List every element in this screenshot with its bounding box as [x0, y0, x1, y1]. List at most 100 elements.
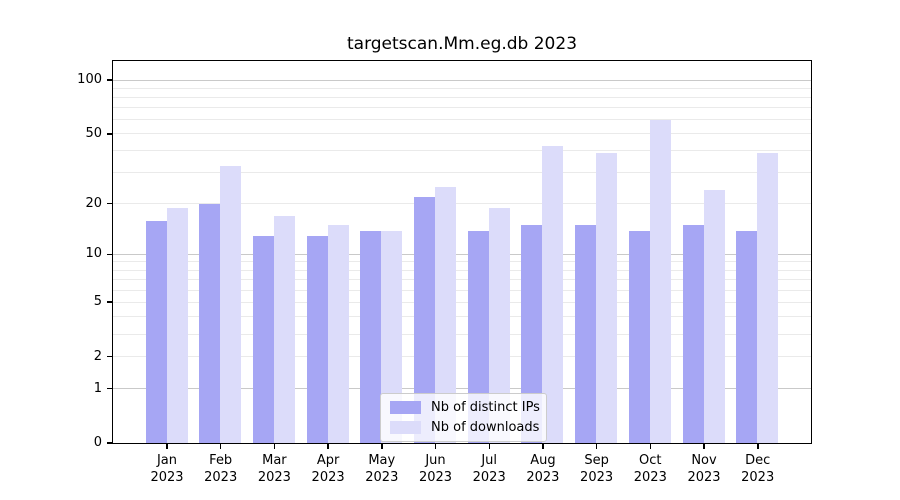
- x-axis-label-month: Feb: [209, 453, 233, 468]
- bar-nb-of-distinct-ips-apr: [306, 235, 328, 443]
- x-axis-label-jun: Jun 2023: [409, 452, 463, 486]
- bar-nb-of-distinct-ips-jan: [145, 220, 167, 443]
- x-axis-label-year: 2023: [418, 470, 453, 485]
- plot-area: [112, 60, 812, 444]
- y-axis-tick-label: 2: [93, 348, 102, 364]
- gridline: [113, 253, 811, 255]
- y-axis-tick-label: 50: [85, 125, 102, 141]
- x-axis-label-sep: Sep 2023: [570, 452, 624, 486]
- x-axis-label-year: 2023: [204, 470, 238, 485]
- gridline: [113, 388, 811, 389]
- bar-nb-of-distinct-ips-jul: [467, 230, 489, 443]
- bar-nb-of-distinct-ips-oct: [628, 230, 650, 443]
- bar-nb-of-distinct-ips-feb: [199, 204, 221, 443]
- x-axis-label-year: 2023: [633, 470, 667, 485]
- gridline: [113, 301, 811, 303]
- y-axis-tick-label: 5: [93, 294, 102, 310]
- gridline: [113, 269, 811, 271]
- x-axis-label-year: 2023: [472, 470, 506, 485]
- x-axis-label-jan: Jan 2023: [140, 452, 194, 486]
- x-axis-label-month: Mar: [262, 453, 287, 468]
- x-axis-label-feb: Feb 2023: [194, 452, 248, 486]
- bar-nb-of-downloads-apr: [327, 225, 349, 443]
- x-axis-label-year: 2023: [311, 470, 345, 485]
- bar-nb-of-downloads-oct: [649, 120, 671, 443]
- y-axis-tick-label: 0: [93, 435, 102, 450]
- bar-nb-of-distinct-ips-nov: [682, 225, 704, 443]
- y-axis-tick: [106, 301, 112, 303]
- x-axis-tick: [273, 444, 276, 449]
- bar-nb-of-downloads-may: [381, 230, 403, 443]
- y-axis-tick-label: 10: [85, 246, 102, 262]
- bar-nb-of-downloads-dec: [757, 153, 779, 443]
- x-axis-label-dec: Dec 2023: [731, 452, 785, 486]
- x-axis-label-mar: Mar 2023: [247, 452, 301, 486]
- x-axis-label-year: 2023: [257, 470, 291, 485]
- gridline: [113, 79, 811, 81]
- legend-swatch-distinct-ips: [390, 401, 421, 414]
- x-axis-label-month: Dec: [745, 453, 771, 468]
- x-axis-label-apr: Apr 2023: [301, 452, 355, 486]
- bar-nb-of-distinct-ips-jun: [414, 196, 435, 443]
- x-axis-label-year: 2023: [365, 470, 399, 485]
- y-axis-tick-label: 20: [85, 195, 102, 211]
- gridline: [113, 96, 811, 98]
- x-axis-label-month: Oct: [639, 453, 662, 468]
- bar-nb-of-distinct-ips-dec: [736, 230, 758, 443]
- x-axis-label-year: 2023: [687, 470, 721, 485]
- bar-nb-of-distinct-ips-sep: [575, 225, 597, 443]
- y-axis-tick: [106, 387, 112, 390]
- x-axis-tick: [166, 444, 168, 449]
- gridline: [113, 119, 811, 121]
- gridline: [113, 107, 811, 109]
- x-axis-tick: [649, 444, 651, 449]
- legend-label-distinct-ips: Nb of distinct IPs: [431, 400, 540, 415]
- x-axis-tick: [381, 444, 383, 449]
- x-axis-tick: [542, 444, 544, 449]
- gridline: [113, 150, 811, 152]
- bar-nb-of-distinct-ips-may: [360, 230, 382, 443]
- gridline: [113, 172, 811, 174]
- x-axis-label-month: Nov: [691, 453, 717, 468]
- x-axis-label-year: 2023: [741, 470, 775, 485]
- x-axis-label-month: Jun: [425, 453, 446, 468]
- bar-nb-of-downloads-sep: [596, 153, 618, 443]
- x-axis-label-oct: Oct 2023: [623, 452, 677, 486]
- legend-label-downloads: Nb of downloads: [431, 420, 540, 435]
- x-axis-tick: [703, 444, 705, 449]
- gridline: [113, 289, 811, 291]
- y-axis-tick-label: 1: [93, 380, 102, 396]
- gridline: [113, 333, 811, 335]
- y-axis-tick: [106, 253, 112, 256]
- y-axis-tick: [106, 442, 112, 444]
- x-axis-tick: [595, 444, 598, 449]
- legend-item-distinct-ips: Nb of distinct IPs: [390, 400, 540, 415]
- bar-nb-of-downloads-feb: [220, 166, 242, 443]
- x-axis-label-jul: Jul 2023: [462, 452, 516, 486]
- gridline: [113, 279, 811, 280]
- bar-nb-of-downloads-jul: [488, 207, 510, 443]
- bar-nb-of-downloads-nov: [703, 190, 725, 443]
- legend-swatch-downloads: [390, 421, 421, 434]
- gridline: [113, 203, 811, 204]
- x-axis-label-month: May: [368, 453, 396, 468]
- gridline: [113, 315, 811, 317]
- legend: Nb of distinct IPs Nb of downloads: [380, 393, 547, 442]
- y-axis-tick: [106, 202, 112, 205]
- y-axis-tick: [106, 355, 112, 358]
- x-axis-tick: [219, 444, 222, 449]
- gridline: [113, 261, 811, 263]
- gridline: [113, 356, 811, 358]
- x-axis-tick: [488, 444, 490, 449]
- bar-nb-of-distinct-ips-aug: [521, 225, 543, 443]
- x-axis-label-year: 2023: [526, 470, 560, 485]
- bar-nb-of-downloads-aug: [542, 145, 564, 443]
- bar-nb-of-downloads-mar: [273, 216, 295, 443]
- x-axis-label-nov: Nov 2023: [677, 452, 731, 486]
- x-axis-tick: [434, 444, 437, 449]
- x-axis-label-year: 2023: [580, 470, 614, 485]
- gridline: [113, 133, 811, 135]
- chart-title: targetscan.Mm.eg.db 2023: [346, 34, 578, 54]
- y-axis-tick: [106, 133, 112, 135]
